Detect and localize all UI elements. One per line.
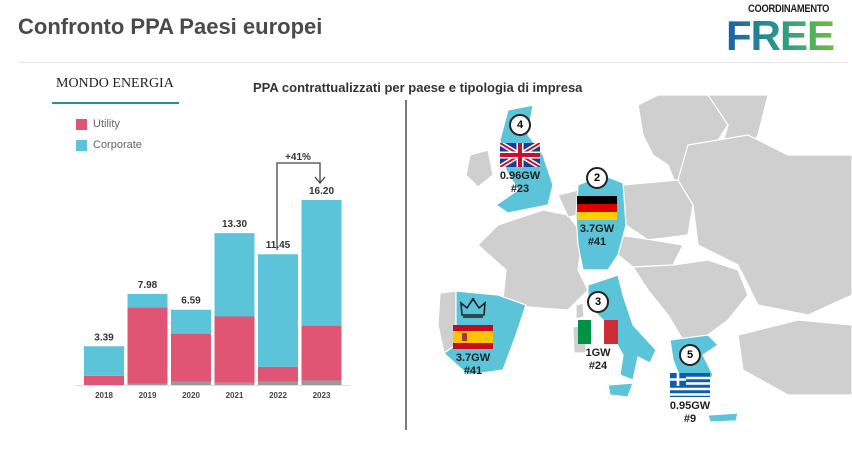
map-balkans xyxy=(631,259,749,341)
country-stats: 0.95GW #9 xyxy=(650,400,730,426)
country-stats: 1GW #24 xyxy=(558,347,638,373)
bar-utility-2018 xyxy=(84,375,124,385)
flag-it-icon xyxy=(578,320,618,344)
data-label-2022: 11.45 xyxy=(266,240,291,251)
annotation-bracket xyxy=(276,162,321,250)
divider-top xyxy=(18,62,848,63)
x-tick-2019: 2019 xyxy=(139,391,157,400)
bar-other-2021 xyxy=(214,382,255,385)
country-stats: 3.7GW #41 xyxy=(433,352,513,378)
map-france xyxy=(477,209,589,311)
count-label: #9 xyxy=(683,413,697,425)
legend-swatch-utility xyxy=(76,118,87,130)
annotation-label: +41% xyxy=(285,152,311,163)
europe-map xyxy=(437,95,852,423)
rank-badge: 4 xyxy=(509,114,531,136)
data-label-2018: 3.39 xyxy=(94,332,114,343)
bar-utility-2021 xyxy=(214,316,255,383)
flag-gr-icon xyxy=(670,373,710,397)
bar-utility-2023 xyxy=(301,325,342,381)
bar-corporate-2023 xyxy=(301,200,342,326)
capacity-label: 0.96GW xyxy=(499,170,541,182)
legend-utility: Utility xyxy=(76,118,120,130)
panel-divider xyxy=(405,100,407,430)
source-label: MONDO ENERGIA xyxy=(56,76,174,91)
logo-free: FREE xyxy=(726,12,835,59)
logo-text-top: COORDINAMENTO xyxy=(748,3,830,15)
source-underline xyxy=(52,102,179,104)
bar-other-2019 xyxy=(127,383,168,385)
x-tick-2021: 2021 xyxy=(226,391,244,400)
page-title: Confronto PPA Paesi europei xyxy=(18,14,323,39)
legend-label: Utility xyxy=(93,118,120,130)
bar-other-2023 xyxy=(301,380,342,385)
bar-chart: 3.39 2018 7.98 2019 6.59 2020 13.30 2021 11.45 20… xyxy=(75,152,350,400)
count-label: #41 xyxy=(587,236,607,248)
country-stats: 0.96GW #23 xyxy=(480,170,560,196)
annotation-arrow-icon xyxy=(314,176,326,185)
count-label: #24 xyxy=(588,360,608,372)
bar-utility-2019 xyxy=(127,307,168,384)
chart-subtitle: PPA contrattualizzati per paese e tipolo… xyxy=(253,80,583,95)
x-tick-2020: 2020 xyxy=(182,391,200,400)
legend-swatch-corporate xyxy=(76,139,87,151)
count-label: #41 xyxy=(463,365,483,377)
data-label-2023: 16.20 xyxy=(309,186,334,197)
x-tick-2022: 2022 xyxy=(269,391,287,400)
capacity-label: 3.7GW xyxy=(579,223,615,235)
data-label-2020: 6.59 xyxy=(181,296,201,307)
flag-uk-icon xyxy=(500,143,540,167)
bar-corporate-2021 xyxy=(214,233,255,317)
rank-badge: 3 xyxy=(587,291,609,313)
bar-utility-2020 xyxy=(171,333,211,382)
legend-label: Corporate xyxy=(93,139,142,151)
data-label-2019: 7.98 xyxy=(138,280,158,291)
bar-utility-2022 xyxy=(258,366,298,382)
capacity-label: 3.7GW xyxy=(455,352,491,364)
map-turkey xyxy=(737,319,852,396)
flag-es-icon xyxy=(453,325,493,349)
bar-corporate-2020 xyxy=(171,309,211,334)
rank-badge: 5 xyxy=(679,344,701,366)
country-stats: 3.7GW #41 xyxy=(557,223,637,249)
legend-corporate: Corporate xyxy=(76,139,142,151)
bar-corporate-2018 xyxy=(84,346,124,376)
x-tick-2018: 2018 xyxy=(95,391,113,400)
count-label: #23 xyxy=(510,183,530,195)
bar-corporate-2019 xyxy=(127,293,168,308)
bar-other-2020 xyxy=(171,381,211,385)
crown-icon xyxy=(460,297,486,318)
flag-de-icon xyxy=(577,196,617,220)
bar-other-2022 xyxy=(258,381,298,385)
capacity-label: 0.95GW xyxy=(669,400,711,412)
rank-badge: 2 xyxy=(586,167,608,189)
x-tick-2023: 2023 xyxy=(313,391,331,400)
map-baltics-east xyxy=(677,134,852,316)
bar-corporate-2022 xyxy=(258,254,298,367)
map-ireland xyxy=(465,149,494,188)
capacity-label: 1GW xyxy=(585,347,611,359)
data-label-2021: 13.30 xyxy=(222,219,247,230)
